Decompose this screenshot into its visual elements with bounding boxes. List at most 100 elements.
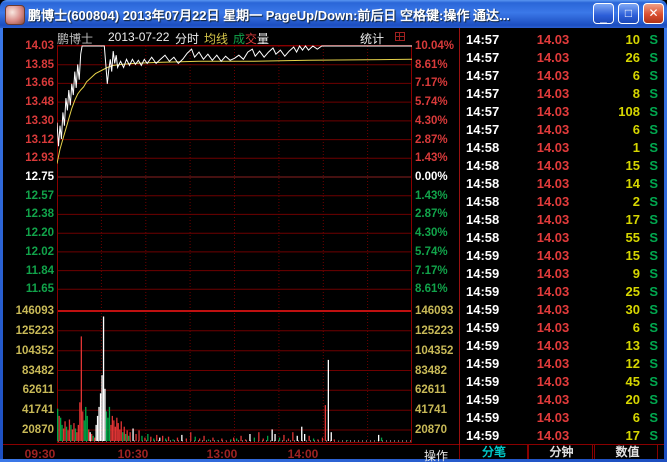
- tick-price: 14.03: [536, 283, 570, 299]
- volume-tick-label: 104352: [415, 344, 454, 357]
- price-tick-label: 12.75: [25, 171, 54, 183]
- grid-layout-icon[interactable]: [395, 32, 405, 41]
- volume-legend-liang: 量: [257, 32, 270, 46]
- volume-tick-label: 83482: [415, 364, 447, 377]
- tick-row[interactable]: 14:58 14.03 55 S: [461, 228, 663, 246]
- tick-row[interactable]: 14:58 14.03 15 S: [461, 156, 663, 174]
- tab-value[interactable]: 数值: [594, 445, 660, 459]
- tick-row[interactable]: 14:57 14.03 6 S: [461, 120, 663, 138]
- app-icon[interactable]: [5, 5, 25, 25]
- panel-divider: [459, 28, 460, 459]
- tick-side-flag: S: [649, 31, 658, 47]
- tick-row[interactable]: 14:59 14.03 13 S: [461, 336, 663, 354]
- tick-volume: 1: [632, 139, 640, 155]
- tick-time: 14:59: [466, 319, 500, 335]
- window-title: 鹏博士(600804) 2013年07月22日 星期一 PageUp/Down:…: [28, 8, 510, 23]
- ma-legend-label[interactable]: 均线: [204, 32, 229, 46]
- percent-tick-label: 5.74%: [415, 96, 448, 109]
- tick-time: 14:59: [466, 337, 500, 353]
- tick-price: 14.03: [536, 67, 570, 83]
- tick-row[interactable]: 14:57 14.03 108 S: [461, 102, 663, 120]
- volume-tick-label: 62611: [415, 384, 447, 397]
- tick-time: 14:59: [466, 301, 500, 317]
- volume-tick-label: 20870: [415, 424, 447, 436]
- tick-row[interactable]: 14:59 14.03 17 S: [461, 426, 663, 444]
- tick-row[interactable]: 14:58 14.03 1 S: [461, 138, 663, 156]
- price-tick-label: 13.30: [25, 114, 54, 127]
- tick-price: 14.03: [536, 247, 570, 263]
- tick-time: 14:57: [466, 31, 500, 47]
- price-tick-label: 13.85: [25, 58, 54, 71]
- tick-row[interactable]: 14:57 14.03 26 S: [461, 48, 663, 66]
- title-bar[interactable]: 鹏博士(600804) 2013年07月22日 星期一 PageUp/Down:…: [0, 0, 667, 28]
- tab-minute[interactable]: 分钟: [528, 445, 594, 459]
- time-tick-label: 09:30: [24, 447, 56, 461]
- stats-label[interactable]: 统计: [360, 32, 385, 46]
- tick-volume: 2: [632, 193, 640, 209]
- tick-time: 14:57: [466, 67, 500, 83]
- tick-time: 14:59: [466, 391, 500, 407]
- tick-volume: 55: [625, 229, 640, 245]
- bottom-bar-separator: [527, 444, 528, 459]
- tick-row[interactable]: 14:59 14.03 6 S: [461, 408, 663, 426]
- maximize-button[interactable]: □: [618, 3, 639, 24]
- volume-tick-label: 20870: [22, 424, 54, 436]
- tick-row[interactable]: 14:59 14.03 15 S: [461, 246, 663, 264]
- tick-volume: 9: [632, 265, 640, 281]
- tick-side-flag: S: [649, 157, 658, 173]
- tick-row[interactable]: 14:59 14.03 12 S: [461, 354, 663, 372]
- tick-time: 14:59: [466, 427, 500, 443]
- percent-tick-label: 0.00%: [415, 171, 448, 183]
- percent-tick-label: 1.43%: [415, 189, 448, 202]
- tick-time: 14:57: [466, 121, 500, 137]
- tick-time: 14:59: [466, 373, 500, 389]
- tick-row[interactable]: 14:57 14.03 8 S: [461, 84, 663, 102]
- action-tab[interactable]: 操作: [423, 449, 448, 462]
- chart-date-label: 2013-07-22: [108, 30, 170, 44]
- tick-row[interactable]: 14:57 14.03 10 S: [461, 30, 663, 48]
- tick-time: 14:58: [466, 139, 500, 155]
- tick-row[interactable]: 14:59 14.03 6 S: [461, 318, 663, 336]
- price-tick-label: 12.93: [25, 152, 54, 165]
- percent-tick-label: 10.04%: [415, 40, 455, 52]
- minimize-button[interactable]: _: [593, 3, 614, 24]
- intraday-chart[interactable]: [57, 44, 412, 443]
- tick-volume: 12: [625, 355, 640, 371]
- volume-legend-label[interactable]: 成交量: [233, 30, 269, 47]
- window-border-right: [664, 28, 667, 462]
- time-tick-label: 13:00: [206, 447, 238, 461]
- tick-volume: 13: [625, 337, 640, 353]
- percent-tick-label: 2.87%: [415, 133, 448, 146]
- period-label[interactable]: 分时: [175, 32, 200, 46]
- tab-tick[interactable]: 分笔: [459, 445, 528, 459]
- tick-row[interactable]: 14:59 14.03 25 S: [461, 282, 663, 300]
- tick-row[interactable]: 14:59 14.03 45 S: [461, 372, 663, 390]
- stock-name-label: 鹏博士: [57, 32, 94, 46]
- volume-tick-label: 146093: [15, 305, 54, 317]
- tick-price: 14.03: [536, 229, 570, 245]
- volume-tick-label: 125223: [15, 324, 54, 337]
- tick-row[interactable]: 14:58 14.03 2 S: [461, 192, 663, 210]
- tick-volume: 25: [625, 283, 640, 299]
- tick-price: 14.03: [536, 121, 570, 137]
- tick-side-flag: S: [649, 247, 658, 263]
- price-tick-label: 14.03: [25, 40, 54, 52]
- price-tick-label: 12.20: [25, 227, 54, 240]
- tick-list[interactable]: 14:57 14.03 10 S 14:57 14.03 26 S 14:57 14.03 6 S 14…: [461, 30, 663, 444]
- tick-row[interactable]: 14:59 14.03 20 S: [461, 390, 663, 408]
- tick-side-flag: S: [649, 319, 658, 335]
- tick-side-flag: S: [649, 373, 658, 389]
- price-tick-label: 12.02: [25, 245, 54, 258]
- tick-side-flag: S: [649, 193, 658, 209]
- percent-tick-label: 8.61%: [415, 58, 448, 71]
- close-button[interactable]: ✕: [643, 3, 664, 24]
- tick-side-flag: S: [649, 337, 658, 353]
- tick-row[interactable]: 14:58 14.03 14 S: [461, 174, 663, 192]
- tick-row[interactable]: 14:57 14.03 6 S: [461, 66, 663, 84]
- tick-row[interactable]: 14:59 14.03 30 S: [461, 300, 663, 318]
- tick-price: 14.03: [536, 175, 570, 191]
- tick-row[interactable]: 14:59 14.03 9 S: [461, 264, 663, 282]
- tick-row[interactable]: 14:58 14.03 17 S: [461, 210, 663, 228]
- volume-tick-label: 125223: [415, 324, 454, 337]
